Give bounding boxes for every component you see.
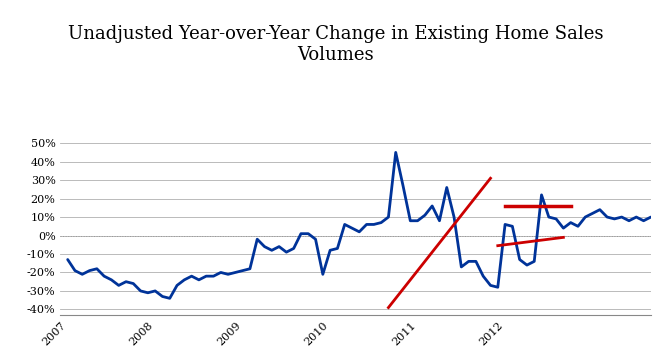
Text: Unadjusted Year-over-Year Change in Existing Home Sales
Volumes: Unadjusted Year-over-Year Change in Exis… bbox=[68, 25, 603, 64]
